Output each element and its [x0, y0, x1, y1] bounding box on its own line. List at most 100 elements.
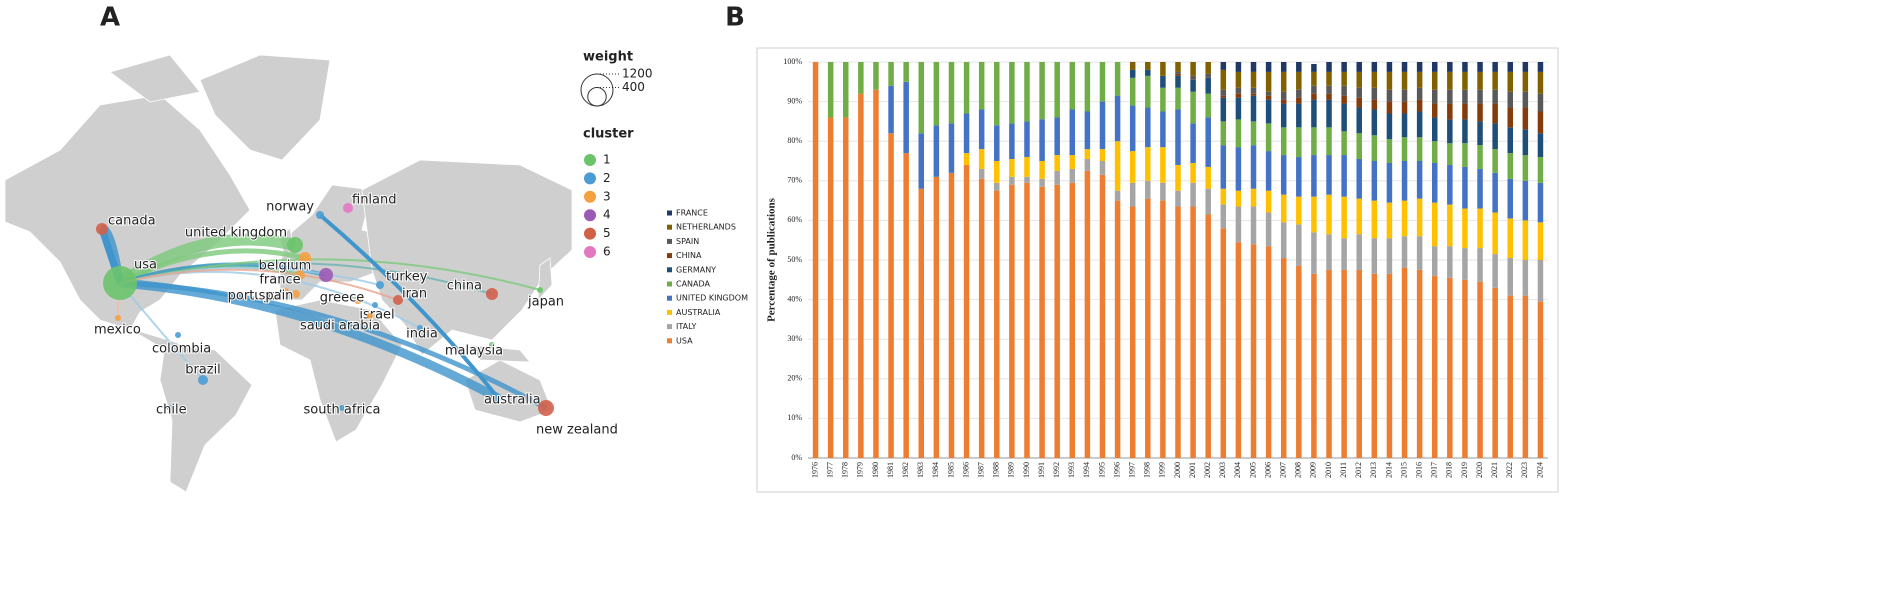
bar-segment — [1129, 151, 1136, 183]
bar-segment — [1235, 62, 1242, 72]
bar-segment — [1507, 107, 1513, 128]
node-label: turkey — [386, 270, 428, 285]
bar-segment — [1492, 149, 1498, 173]
bar-segment — [1024, 62, 1030, 122]
bar-segment — [1296, 97, 1302, 104]
bar-segment — [1341, 269, 1347, 458]
bar-segment — [1296, 71, 1302, 90]
bar-segment — [1477, 89, 1483, 104]
bar-segment — [1477, 248, 1483, 282]
bar-segment — [1537, 301, 1544, 458]
bar-segment — [1205, 93, 1211, 118]
bar-segment — [1069, 109, 1076, 156]
world-map — [4, 54, 572, 493]
bar-segment — [1537, 182, 1544, 223]
bar-segment — [1326, 194, 1332, 235]
bar-segment — [1492, 254, 1498, 288]
bar-segment — [1129, 69, 1136, 78]
y-tick-label: 60% — [787, 215, 802, 224]
bar-segment — [1129, 182, 1136, 207]
bar-segment — [1205, 166, 1211, 189]
bar-segment — [1069, 168, 1076, 183]
bar-segment — [873, 62, 879, 90]
bar-segment — [888, 85, 894, 134]
bar-segment — [1492, 103, 1498, 124]
y-tick-label: 80% — [787, 136, 802, 145]
bar-segment — [1386, 139, 1393, 163]
node — [489, 342, 495, 348]
bar-segment — [1492, 123, 1498, 150]
bar-segment — [1205, 188, 1211, 215]
bar-segment — [1311, 196, 1317, 233]
bar-segment — [1326, 155, 1332, 195]
bar-segment — [1039, 178, 1045, 187]
bar-segment — [1190, 62, 1196, 76]
node-label: united kingdom — [185, 226, 287, 241]
bar-segment — [994, 182, 1000, 191]
bar-segment — [1371, 273, 1378, 458]
bar-segment — [1235, 93, 1242, 98]
bar-segment — [1205, 62, 1211, 74]
legend-swatch — [584, 190, 596, 203]
bar-segment — [1280, 194, 1287, 223]
bar-segment — [1175, 190, 1181, 207]
bar-segment — [1477, 103, 1483, 122]
x-tick-label: 2024 — [1535, 462, 1544, 478]
bar-segment — [1386, 273, 1393, 458]
bar-segment — [1462, 62, 1468, 72]
x-tick-label: 1982 — [901, 462, 910, 478]
link — [119, 268, 399, 301]
bar-segment — [1401, 200, 1408, 237]
y-tick-label: 10% — [787, 413, 802, 422]
bar-segment — [1114, 190, 1121, 201]
link — [119, 280, 548, 411]
node-label: india — [406, 327, 438, 342]
bar-segment — [1507, 62, 1513, 72]
bar-segment — [1114, 200, 1121, 458]
bar-segment — [1356, 87, 1362, 98]
node-label: israel — [359, 308, 394, 323]
x-tick-label: 1994 — [1082, 462, 1091, 478]
node-label: brazil — [185, 363, 221, 378]
bar-segment — [873, 89, 879, 458]
bar-segment — [1220, 188, 1227, 205]
x-tick-label: 2018 — [1445, 462, 1454, 478]
x-tick-label: 2009 — [1309, 462, 1318, 478]
bar-segment — [1280, 99, 1287, 104]
bar-segment — [1265, 91, 1272, 96]
bar-segment — [1371, 71, 1378, 88]
x-tick-label: 1986 — [961, 462, 970, 478]
bar-segment — [1220, 62, 1227, 70]
node — [316, 211, 324, 219]
bar-segment — [1009, 184, 1015, 458]
bar-segment — [1039, 119, 1045, 161]
bar-segment — [1356, 198, 1362, 235]
size-legend-circle — [580, 73, 614, 107]
bar-segment — [1235, 242, 1242, 458]
bar-segment — [1114, 62, 1121, 96]
bar-segment — [1356, 71, 1362, 88]
y-tick-label: 30% — [787, 334, 802, 343]
node — [299, 252, 311, 264]
bar-segment — [1220, 204, 1227, 229]
bar-segment — [1129, 62, 1136, 70]
bar-segment — [1175, 109, 1181, 165]
bar-segment — [1220, 121, 1227, 146]
bar-segment — [1522, 260, 1529, 296]
x-tick-label: 2017 — [1430, 462, 1439, 478]
bar-segment — [1190, 206, 1196, 458]
bar-segment — [1431, 202, 1438, 247]
bar-segment — [1220, 145, 1227, 189]
node — [376, 281, 384, 289]
bar-segment — [1492, 89, 1498, 104]
bar-segment — [1341, 103, 1347, 132]
x-tick-label: 2010 — [1324, 462, 1333, 478]
node — [115, 315, 121, 321]
node-label: mexico — [94, 323, 141, 338]
bar-segment — [858, 62, 864, 94]
y-tick-label: 0% — [791, 453, 802, 462]
node — [287, 237, 303, 253]
bar-segment — [1296, 157, 1302, 197]
bar-segment — [1084, 111, 1091, 150]
bar-segment — [1371, 161, 1378, 201]
